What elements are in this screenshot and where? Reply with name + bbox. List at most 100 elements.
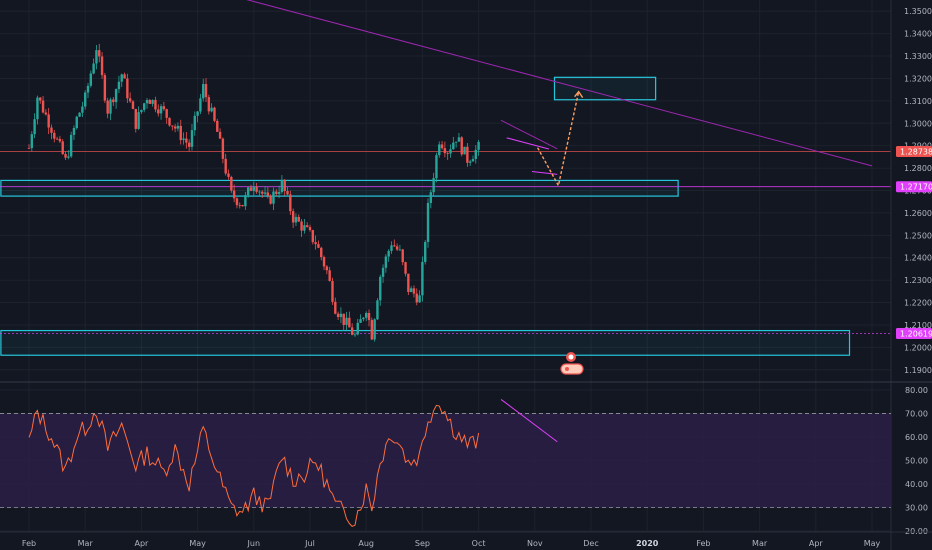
price-axis[interactable]: 1.35000 1.34000 1.33000 1.32000 1.31000 1.300… [890,0,932,550]
time-axis[interactable]: Feb Mar Apr May Jun Jul Aug Sep Oct Nov Dec 2020 Feb… [0,531,932,548]
candle-body [53,132,56,139]
candle-body [72,128,76,135]
candle-body [398,249,402,251]
candle-body [126,78,129,99]
trendline [246,0,873,167]
candle-body [128,98,132,102]
candle-body [320,247,323,258]
candle-body [424,241,427,262]
candle-body [103,75,107,101]
candle-body [409,288,413,293]
oscillator-line [28,404,480,528]
candle-body [112,99,115,103]
price-tick-label: 1.26000 [904,209,932,218]
candle-body [474,149,477,159]
candle-body [291,211,295,223]
candle-body [308,227,312,231]
candle-body [421,261,424,296]
candle-body [50,127,53,133]
candle-body [289,194,292,212]
candle-body [39,97,42,101]
candle-body [165,109,168,118]
candle-body [381,267,385,277]
candle-body [235,198,239,206]
price-tick-label: 1.35000 [904,7,932,16]
price-tick-label: 1.34000 [904,30,932,39]
zone-box [0,179,679,197]
candle-body [261,191,264,194]
candle-body [407,273,410,293]
candle-body [221,138,225,159]
candle-body [367,313,371,321]
candle-body [173,126,177,129]
candle-body [404,262,407,274]
candle-body [134,108,137,129]
time-tick-label: May [189,539,206,548]
price-tick-label: 1.31000 [904,97,932,106]
time-tick-label: Oct [472,539,486,548]
candle-body [33,119,36,135]
candle-body [376,300,379,320]
candle-body [159,106,163,114]
time-tick-label: Nov [527,539,543,548]
price-tag-box [896,327,932,339]
candle-body [412,288,416,294]
candle-body [471,158,475,162]
candle-body [216,120,219,132]
candle-body [449,149,452,154]
candle-body [266,192,270,196]
candle-body [117,81,121,90]
candle-body [356,322,359,335]
price-tag-label: 1.28738 [900,148,932,157]
candle-body [353,334,357,336]
candle-body [179,125,182,141]
time-tick-label: Mar [752,539,768,548]
candle-body [311,230,315,243]
projection-arrowhead [574,90,584,99]
candle-body [294,216,298,223]
time-tick-label: Feb [22,539,36,548]
candle-body [171,125,174,127]
candle-body [443,148,447,154]
price-candles [27,43,480,342]
idea-marker-icon[interactable] [560,352,584,375]
candle-body [454,141,458,143]
candle-body [440,144,444,149]
candle-body [297,216,300,222]
time-tick-label: Jun [247,539,261,548]
candle-body [435,155,438,179]
time-tick-label: Jul [304,539,315,548]
candle-body [202,84,205,99]
price-trendlines [246,0,873,175]
time-tick-label: Sep [415,539,430,548]
price-tick-label: 1.24000 [904,254,932,263]
candle-body [196,111,199,116]
candle-body [272,191,275,204]
candle-body [395,246,399,250]
price-tick-label: 1.23000 [904,276,932,285]
price-tag-box [896,146,932,158]
candle-body [120,74,123,82]
candle-body [258,191,261,193]
candle-body [182,138,185,141]
candle-body [218,131,222,139]
candle-body [477,141,480,150]
oscillator-tick-label: 60.00 [905,433,928,442]
candle-body [460,137,463,155]
trendline [506,137,549,150]
price-tick-label: 1.32000 [904,74,932,83]
oscillator-tick-label: 50.00 [905,457,928,466]
candle-body [89,73,93,86]
time-tick-label: Feb [696,539,710,548]
price-tick-label: 1.22000 [904,299,932,308]
candle-body [84,92,87,107]
trendline [531,170,558,175]
zone-box [553,76,657,101]
price-tag-label: 1.27170 [900,183,932,192]
candle-body [157,109,160,114]
candle-body [373,319,376,340]
candle-body [393,245,396,247]
candle-body [69,134,73,157]
candle-body [81,106,84,113]
